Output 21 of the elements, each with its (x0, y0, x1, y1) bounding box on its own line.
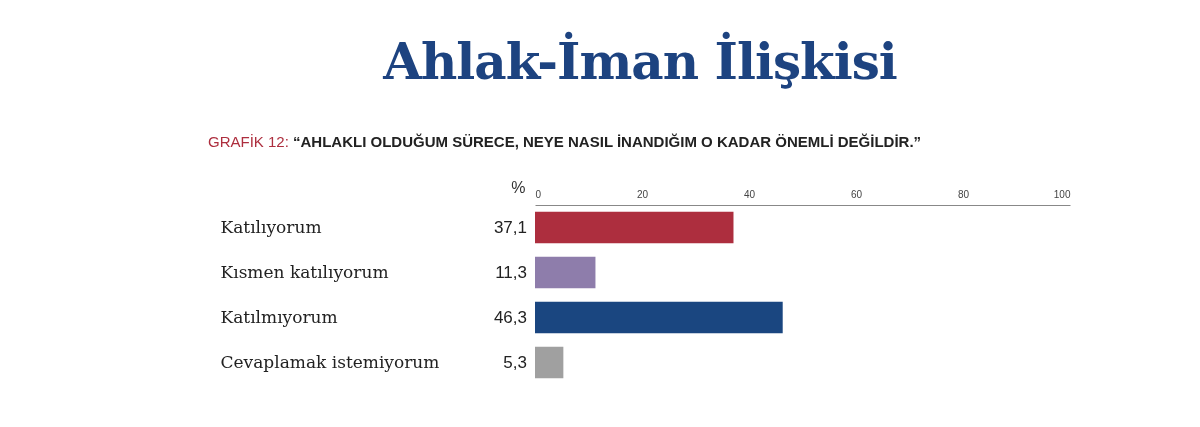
bar (535, 301, 783, 334)
x-tick-label: 0 (535, 188, 542, 200)
data-label: 5,3 (503, 352, 527, 372)
y-axis-title: % (511, 178, 526, 196)
chart-subtitle: GRAFİK 12: “AHLAKLI OLDUĞUM SÜRECE, NEYE NASIL İNANDIĞIM O KADAR ÖNEMLİ DEĞİLDİR.” (208, 133, 922, 150)
data-label: 11,3 (495, 262, 527, 282)
y-tick-label: Katılıyorum (220, 216, 322, 237)
x-tick-label: 100 (1053, 188, 1071, 200)
x-tick-label: 20 (636, 188, 649, 200)
bar (535, 211, 734, 244)
data-label: 37,1 (493, 217, 527, 237)
bar (535, 346, 564, 379)
x-tick-label: 40 (743, 188, 756, 200)
bar (535, 256, 596, 289)
y-tick-label: Cevaplamak istemiyorum (220, 351, 440, 372)
y-tick-label: Katılmıyorum (220, 306, 338, 327)
x-tick-label: 60 (850, 188, 863, 200)
chart-title: Ahlak-İman İlişkisi (382, 32, 898, 91)
x-tick-label: 80 (957, 188, 970, 200)
data-label: 46,3 (493, 307, 527, 327)
y-tick-label: Kısmen katılıyorum (220, 261, 389, 282)
